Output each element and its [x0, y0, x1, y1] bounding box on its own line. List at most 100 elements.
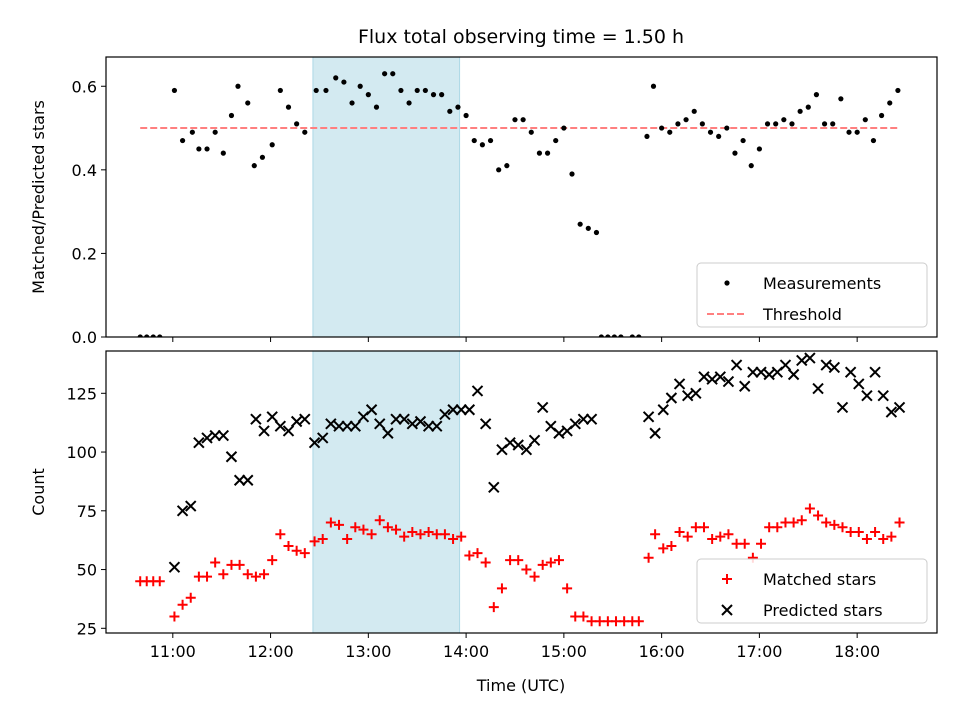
data-point: [870, 137, 877, 144]
data-point: [455, 104, 461, 110]
x-tick-label: 15:00: [541, 642, 587, 661]
data-point: [398, 413, 410, 425]
data-point: [528, 129, 534, 135]
data-point: [185, 500, 197, 512]
data-point: [537, 559, 548, 570]
data-point: [846, 129, 852, 135]
data-point: [796, 515, 807, 526]
data-point: [325, 517, 336, 528]
data-point: [748, 163, 754, 169]
data-point: [732, 150, 738, 156]
data-point: [259, 569, 270, 580]
legend-box: [696, 262, 928, 328]
data-point: [698, 371, 710, 383]
data-point: [673, 378, 686, 390]
data-point: [299, 413, 311, 425]
data-point: [317, 432, 329, 444]
data-point: [439, 529, 450, 540]
data-point: [290, 415, 303, 428]
data-point: [658, 543, 669, 554]
data-point: [488, 602, 499, 613]
data-point: [820, 359, 832, 371]
data-point: [382, 522, 393, 533]
x-tick-label: 13:00: [345, 642, 391, 661]
data-point: [212, 129, 218, 135]
data-point: [447, 108, 453, 114]
data-point: [553, 555, 564, 566]
data-point: [836, 401, 849, 414]
data-point: [772, 522, 783, 533]
data-point: [430, 92, 437, 98]
data-point: [512, 117, 518, 123]
data-point: [414, 415, 427, 428]
data-point: [390, 413, 402, 425]
data-point: [185, 592, 196, 603]
data-point: [150, 334, 156, 337]
data-point: [730, 359, 743, 371]
data-point: [853, 526, 864, 537]
data-point: [644, 133, 650, 140]
data-point: [144, 334, 150, 337]
data-point: [245, 100, 251, 106]
data-point: [266, 411, 278, 423]
data-point: [513, 555, 524, 566]
data-point: [804, 503, 815, 514]
data-point: [168, 561, 181, 573]
data-point: [838, 96, 844, 102]
x-tick-label: 11:00: [150, 642, 196, 661]
data-point: [390, 71, 396, 77]
data-point: [512, 439, 524, 451]
data-point: [764, 121, 771, 127]
data-point: [479, 142, 485, 148]
data-point: [633, 616, 644, 627]
data-point: [250, 571, 261, 582]
data-point: [407, 526, 418, 537]
data-point: [707, 534, 718, 544]
data-point: [291, 545, 302, 556]
data-point: [235, 83, 241, 89]
data-point: [805, 104, 811, 110]
series-predicted-stars: [168, 352, 906, 573]
data-point: [649, 427, 661, 439]
legend: Matched stars Predicted stars: [696, 558, 928, 624]
data-point: [618, 334, 624, 337]
data-point: [636, 334, 642, 337]
data-point: [699, 121, 705, 127]
series-measurements: [137, 71, 901, 337]
data-point: [233, 474, 246, 486]
data-point: [179, 137, 186, 144]
data-point: [217, 429, 230, 442]
data-point: [267, 555, 278, 566]
data-point: [650, 83, 657, 89]
data-point: [250, 413, 262, 425]
highlight-span: [312, 351, 461, 633]
data-point: [593, 229, 600, 236]
data-point: [157, 334, 163, 337]
data-point: [350, 522, 361, 533]
data-point: [496, 167, 502, 173]
data-point: [861, 389, 873, 402]
data-point: [137, 334, 143, 337]
data-point: [773, 121, 779, 127]
data-point: [879, 112, 885, 119]
data-point: [366, 529, 377, 540]
data-point: [439, 92, 445, 98]
data-point: [667, 129, 673, 135]
data-point: [294, 121, 300, 127]
data-point: [578, 611, 589, 622]
data-point: [439, 408, 451, 421]
data-point: [666, 541, 677, 552]
data-point: [169, 611, 180, 622]
y-tick-label: 25: [77, 619, 97, 638]
data-point: [878, 534, 889, 544]
data-point: [176, 505, 189, 517]
data-point: [787, 368, 800, 381]
data-point: [569, 418, 581, 430]
data-point: [373, 104, 380, 110]
data-point: [154, 576, 165, 587]
data-point: [683, 117, 689, 123]
data-point: [242, 474, 254, 486]
data-point: [234, 559, 245, 570]
data-point: [472, 548, 483, 559]
data-point: [422, 87, 428, 94]
